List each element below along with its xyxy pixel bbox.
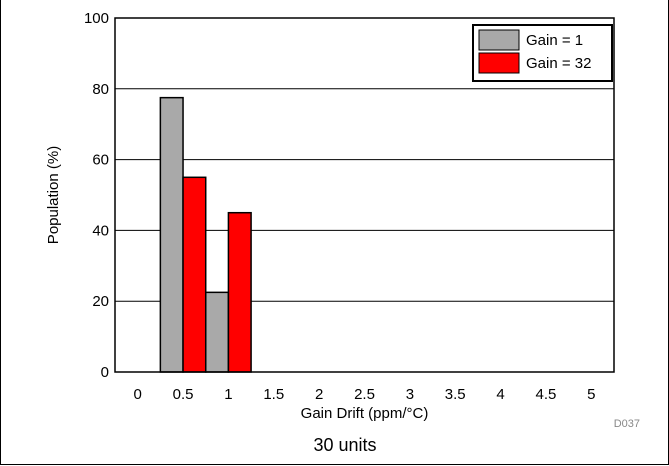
plot-area-border	[114, 17, 615, 373]
y-tick-label: 100	[84, 10, 109, 27]
legend-swatch-gain-32	[478, 52, 520, 74]
x-tick-label: 4.5	[536, 386, 557, 403]
x-tick-label: 1.5	[263, 386, 284, 403]
x-tick-label: 2.5	[354, 386, 375, 403]
x-tick-label: 1	[224, 386, 232, 403]
legend-label-gain-1: Gain = 1	[526, 32, 583, 49]
legend-label-gain-32: Gain = 32	[526, 55, 591, 72]
x-tick-labels: 0 0.5 1 1.5 2 2.5 3 3.5 4 4.5 5	[134, 386, 596, 403]
x-tick-label: 0.5	[173, 386, 194, 403]
legend: Gain = 1 Gain = 32	[472, 24, 613, 82]
x-tick-label: 2	[315, 386, 323, 403]
bar-series-0-bin-1	[204, 291, 230, 373]
y-axis-title: Population (%)	[45, 146, 62, 244]
x-tick-label: 3.5	[445, 386, 466, 403]
bars	[159, 96, 252, 373]
bar-series-1-bin-0	[182, 176, 207, 373]
y-tick-label: 40	[92, 222, 109, 239]
x-axis-title: Gain Drift (ppm/°C)	[301, 405, 429, 422]
bar-series-1-bin-1	[227, 211, 252, 373]
figure-caption: 30 units	[313, 435, 376, 455]
y-tick-label: 60	[92, 152, 109, 169]
x-tick-label: 4	[496, 386, 504, 403]
y-tick-label: 0	[101, 364, 109, 381]
y-tick-labels: 0 20 40 60 80 100	[84, 10, 109, 381]
figure-code: D037	[614, 418, 640, 430]
y-tick-label: 20	[92, 293, 109, 310]
x-tick-label: 3	[406, 386, 414, 403]
y-tick-label: 80	[92, 81, 109, 98]
bar-series-0-bin-0	[159, 96, 184, 373]
legend-swatch-gain-1	[478, 29, 520, 51]
x-tick-label: 5	[587, 386, 595, 403]
x-tick-label: 0	[134, 386, 142, 403]
